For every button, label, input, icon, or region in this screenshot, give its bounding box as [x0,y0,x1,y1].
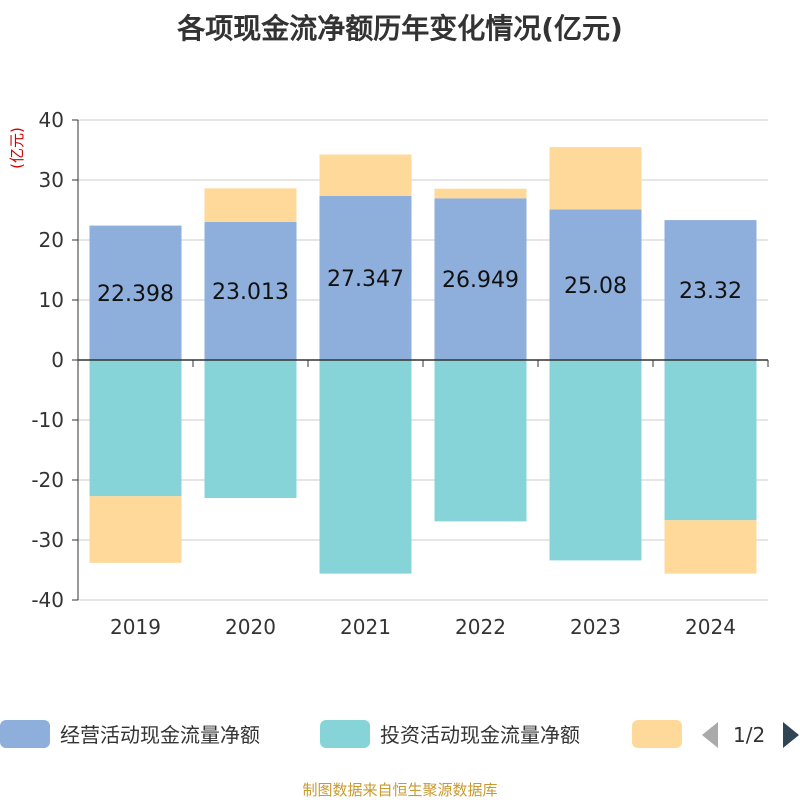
data-labels: 22.398 23.013 27.347 26.949 25.08 23.32 [97,267,742,307]
x-tick-label: 2019 [110,615,161,639]
y-tick-label: 10 [39,288,64,312]
bar-2024-series-1[interactable] [664,360,757,521]
y-tick-label: 30 [39,168,64,192]
bar-2023-series-2[interactable] [549,147,642,210]
bar-value-label-2020: 23.013 [212,280,289,305]
legend-label-investing[interactable]: 投资活动现金流量净额 [380,723,580,747]
y-tick-label: 20 [39,228,64,252]
y-tick-label: -40 [31,588,64,612]
bar-2022-series-0[interactable] [434,198,527,360]
x-tick-label: 2021 [340,615,391,639]
y-tick-label: -10 [31,408,64,432]
bar-2021-series-2[interactable] [319,154,412,196]
legend-swatch-operating[interactable] [0,720,50,748]
bar-2019-series-0[interactable] [89,225,182,360]
bar-value-label-2022: 26.949 [442,268,519,293]
legend-swatch-financing[interactable] [632,720,682,748]
bar-2020-series-0[interactable] [204,221,297,360]
legend-swatch-investing[interactable] [320,720,370,748]
bar-2023-series-1[interactable] [549,360,642,561]
y-axis-unit: (亿元) [8,127,26,169]
bar-2021-series-0[interactable] [319,195,412,360]
legend: 经营活动现金流量净额 投资活动现金流量净额 1/2 [0,720,799,748]
y-tick-label: 0 [51,348,64,372]
bar-2024-series-2[interactable] [664,520,757,574]
legend-page-indicator: 1/2 [733,723,765,747]
bar-value-label-2019: 22.398 [97,282,174,307]
bar-2024-series-0[interactable] [664,220,757,360]
y-tick-label: 40 [39,108,64,132]
bar-2019-series-2[interactable] [89,496,182,563]
x-tick-label: 2020 [225,615,276,639]
x-tick-label: 2022 [455,615,506,639]
y-tick-label: -30 [31,528,64,552]
bar-2020-series-1[interactable] [204,360,297,498]
bars [89,147,757,574]
legend-next-page-icon[interactable] [783,722,799,748]
bar-2021-series-1[interactable] [319,360,412,574]
chart-title: 各项现金流净额历年变化情况(亿元) [176,12,623,45]
bar-2019-series-1[interactable] [89,360,182,497]
legend-label-operating[interactable]: 经营活动现金流量净额 [60,723,260,747]
axes [77,120,769,600]
bar-2023-series-0[interactable] [549,209,642,360]
bar-value-label-2024: 23.32 [679,279,742,304]
legend-prev-page-icon[interactable] [702,722,718,748]
y-tick-label: -20 [31,468,64,492]
bar-value-label-2021: 27.347 [327,267,404,292]
bar-value-label-2023: 25.08 [564,274,627,299]
x-tick-label: 2024 [685,615,736,639]
x-tick-label: 2023 [570,615,621,639]
data-source: 制图数据来自恒生聚源数据库 [302,781,497,799]
bar-2022-series-1[interactable] [434,360,527,522]
bar-2020-series-2[interactable] [204,188,297,222]
tick-labels: 40 30 20 10 0 -10 -20 -30 -40 2019 2020 2021 2022 202… [31,108,736,639]
bar-2022-series-2[interactable] [434,188,527,199]
